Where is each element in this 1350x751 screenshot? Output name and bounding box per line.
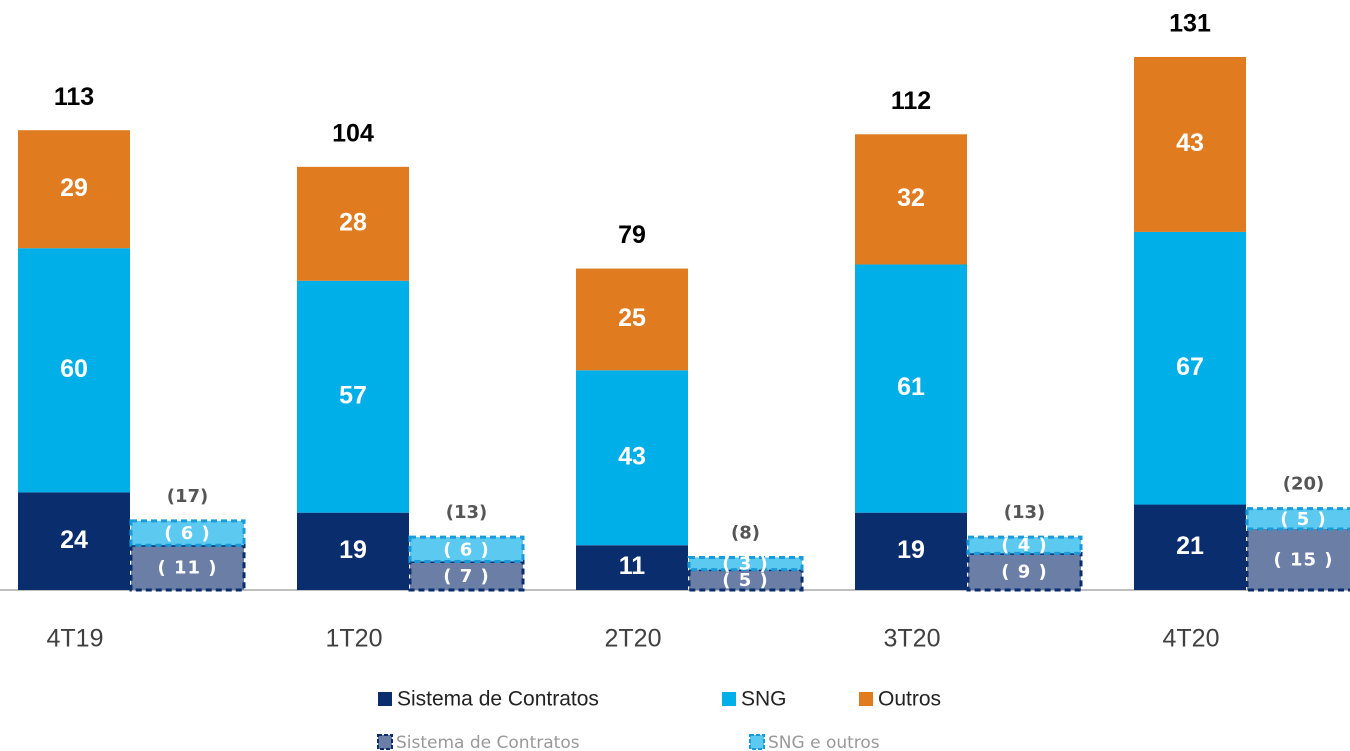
total-label: 113: [54, 83, 94, 111]
adjustment-total-label: (13): [446, 502, 488, 523]
adjustment-label: ( 6 ): [443, 539, 490, 560]
adjustment-label: ( 4 ): [1001, 535, 1048, 556]
adjustment-segment: [1245, 507, 1350, 531]
adjustment-segment: [129, 543, 246, 592]
adjustment-segment: [408, 560, 525, 592]
x-tick-label: 1T20: [326, 625, 383, 653]
bar-segment: [1134, 504, 1246, 590]
segment-label: 25: [618, 304, 646, 332]
bar-segment: [576, 545, 688, 590]
segment-label: 29: [60, 174, 88, 202]
legend-swatch: [722, 692, 736, 706]
adjustment-segment: [966, 535, 1083, 555]
bar-segment: [576, 370, 688, 546]
segment-label: 61: [897, 373, 925, 401]
segment-label: 19: [897, 536, 925, 564]
adjustment-label: ( 15 ): [1273, 549, 1333, 570]
legend-label: Outros: [878, 688, 941, 711]
segment-label: 32: [897, 184, 925, 212]
legend-swatch: [378, 692, 392, 706]
legend-label: SNG e outros: [768, 733, 880, 751]
total-label: 79: [618, 221, 646, 249]
x-tick-label: 4T19: [47, 625, 104, 653]
adjustment-segment: [687, 555, 804, 572]
segment-label: 19: [339, 536, 367, 564]
segment-label: 28: [339, 208, 367, 236]
segment-label: 21: [1176, 532, 1204, 560]
segment-label: 60: [60, 355, 88, 383]
adjustment-label: ( 5 ): [722, 570, 769, 591]
adjustment-total-label: (20): [1283, 474, 1325, 495]
adjustment-total-label: (17): [167, 486, 209, 507]
adjustment-segment: [129, 519, 246, 547]
bar-segment: [18, 492, 130, 590]
segment-label: 24: [60, 526, 88, 554]
legend-swatch: [859, 692, 873, 706]
bar-segment: [576, 268, 688, 371]
bar-segment: [297, 166, 409, 281]
segment-label: 67: [1176, 353, 1204, 381]
adjustment-total-label: (8): [731, 522, 760, 543]
x-tick-label: 3T20: [884, 625, 941, 653]
bar-segment: [855, 134, 967, 265]
adjustment-label: ( 3 ): [722, 554, 769, 575]
adjustment-segment: [408, 535, 525, 564]
adjustment-segment: [1245, 527, 1350, 592]
bar-segment: [855, 512, 967, 590]
adjustment-label: ( 6 ): [164, 523, 211, 544]
segment-label: 43: [1176, 129, 1204, 157]
total-label: 131: [1169, 10, 1211, 38]
bar-segment: [1134, 56, 1246, 232]
x-tick-label: 2T20: [605, 625, 662, 653]
segment-label: 43: [618, 442, 646, 470]
bar-segment: [297, 512, 409, 590]
total-label: 112: [891, 87, 931, 115]
adjustment-label: ( 5 ): [1280, 509, 1327, 530]
legend-label: Sistema de Contratos: [396, 733, 580, 751]
adjustment-total-label: (13): [1004, 502, 1046, 523]
adjustment-segment: [966, 551, 1083, 592]
adjustment-label: ( 11 ): [157, 558, 217, 579]
legend-label: SNG: [741, 688, 787, 711]
bar-segment: [1134, 231, 1246, 505]
adjustment-segment: [687, 568, 804, 592]
segment-label: 11: [619, 552, 646, 580]
legend-swatch: [749, 734, 765, 750]
adjustment-label: ( 7 ): [443, 566, 490, 587]
segment-label: 57: [339, 381, 367, 409]
legend-label: Sistema de Contratos: [397, 688, 599, 711]
total-label: 104: [332, 119, 374, 147]
x-tick-label: 4T20: [1163, 625, 1220, 653]
bar-segment: [297, 280, 409, 513]
bar-segment: [18, 248, 130, 493]
bar-segment: [855, 264, 967, 513]
legend-swatch: [377, 734, 393, 750]
bar-segment: [18, 130, 130, 249]
adjustment-label: ( 9 ): [1001, 562, 1048, 583]
